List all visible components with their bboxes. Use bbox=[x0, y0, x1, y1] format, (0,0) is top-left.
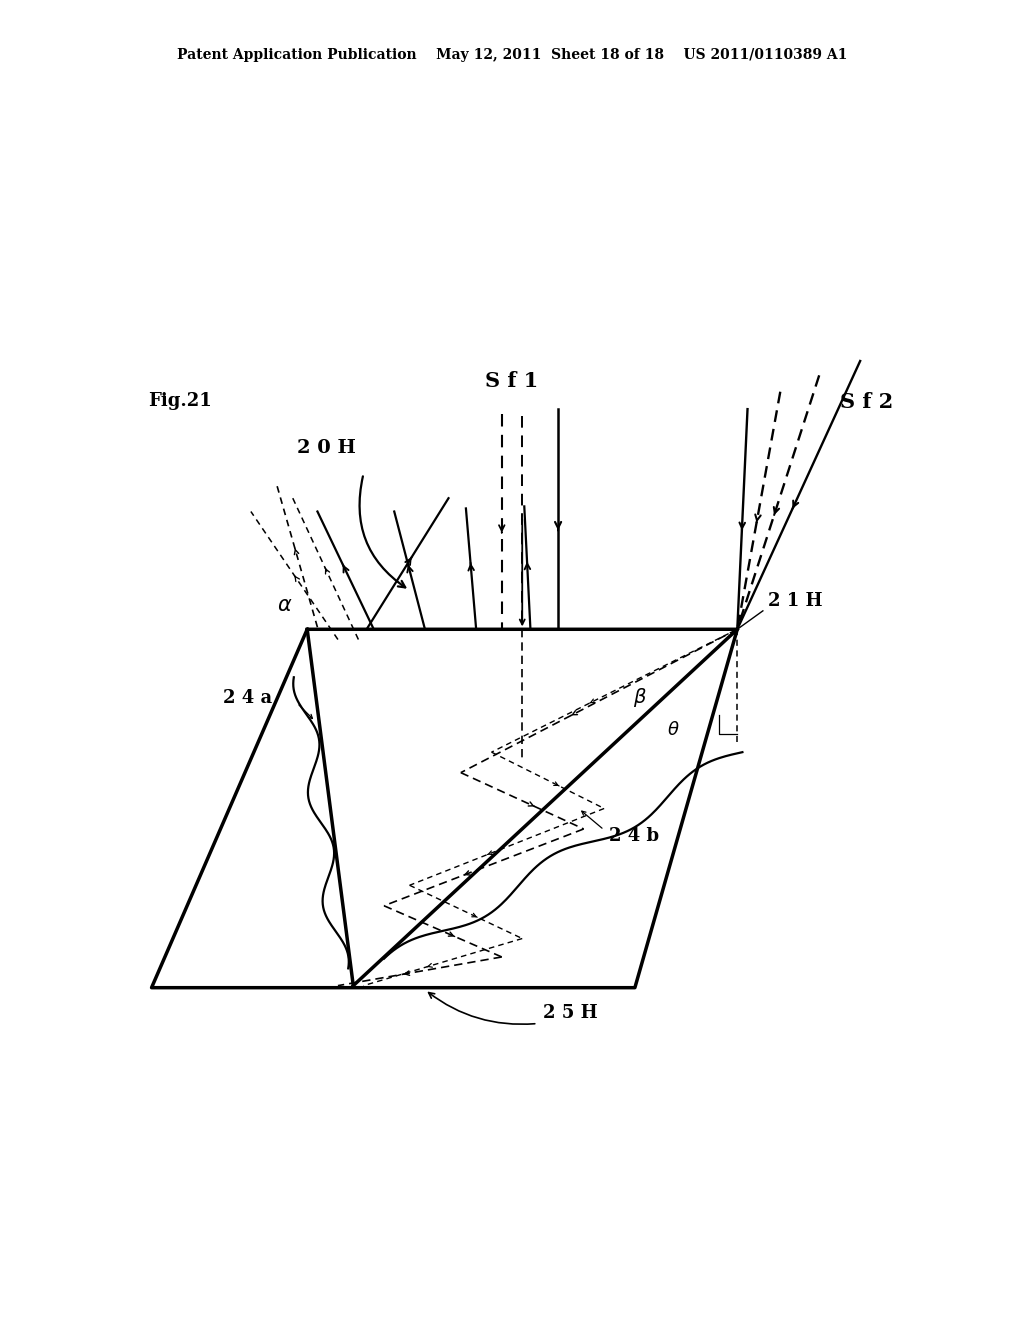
Text: 2 4 a: 2 4 a bbox=[223, 689, 272, 708]
Text: 2 0 H: 2 0 H bbox=[297, 440, 355, 457]
FancyArrowPatch shape bbox=[582, 812, 602, 828]
Text: 2 1 H: 2 1 H bbox=[768, 591, 822, 610]
Text: 2 4 b: 2 4 b bbox=[609, 828, 659, 845]
Text: $\beta$: $\beta$ bbox=[633, 686, 647, 709]
FancyArrowPatch shape bbox=[429, 993, 535, 1024]
Text: $\alpha$: $\alpha$ bbox=[276, 597, 293, 615]
Text: S f 2: S f 2 bbox=[840, 392, 893, 412]
Text: S f 1: S f 1 bbox=[485, 371, 539, 392]
Text: Patent Application Publication    May 12, 2011  Sheet 18 of 18    US 2011/011038: Patent Application Publication May 12, 2… bbox=[177, 49, 847, 62]
Text: Fig.21: Fig.21 bbox=[148, 392, 212, 411]
FancyArrowPatch shape bbox=[359, 477, 406, 587]
Text: $\theta$: $\theta$ bbox=[668, 721, 680, 739]
Text: 2 5 H: 2 5 H bbox=[543, 1005, 597, 1022]
FancyArrowPatch shape bbox=[299, 705, 312, 718]
